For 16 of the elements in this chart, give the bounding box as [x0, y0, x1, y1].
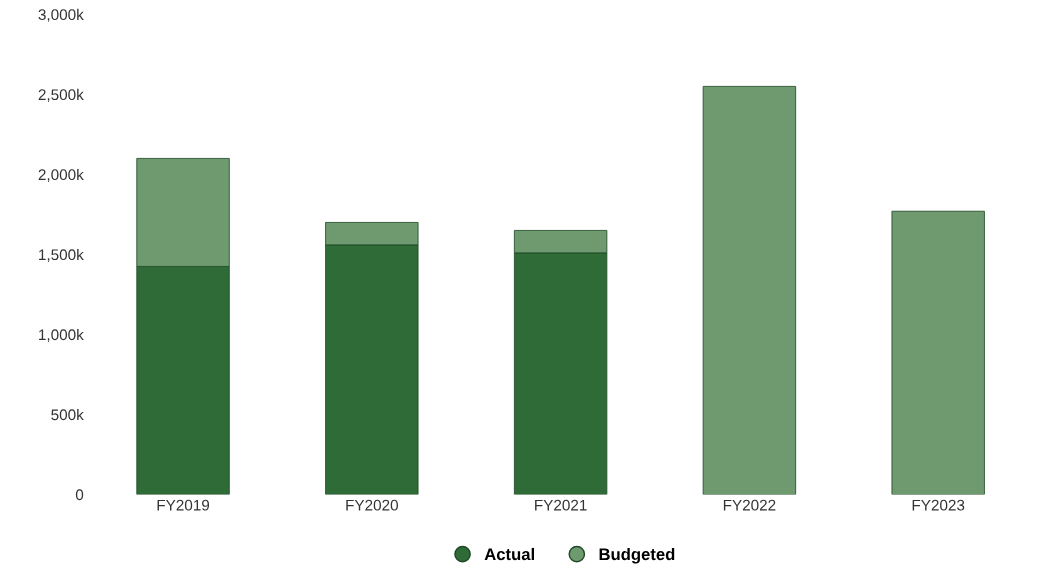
x-tick-label: FY2020: [346, 499, 398, 511]
bar: [702, 85, 797, 495]
y-tick-label: 1,500k: [39, 248, 84, 262]
y-tick-label: 3,000k: [38, 8, 84, 22]
x-tick-label: FY2022: [723, 499, 776, 511]
legend-label: Budgeted: [599, 547, 675, 564]
bar: [891, 210, 985, 495]
y-tick-label: 2,500k: [38, 88, 84, 102]
y-tick-label: 1,000k: [39, 328, 84, 342]
y-tick-label: 2,000k: [38, 168, 84, 182]
x-tick-label: FY2023: [912, 499, 965, 511]
x-tick-label: FY2019: [157, 499, 210, 511]
legend-label: Actual: [484, 547, 534, 561]
x-tick-label: FY2021: [535, 499, 587, 511]
y-tick-label: 0: [75, 489, 84, 501]
y-tick-label: 500k: [51, 408, 84, 421]
